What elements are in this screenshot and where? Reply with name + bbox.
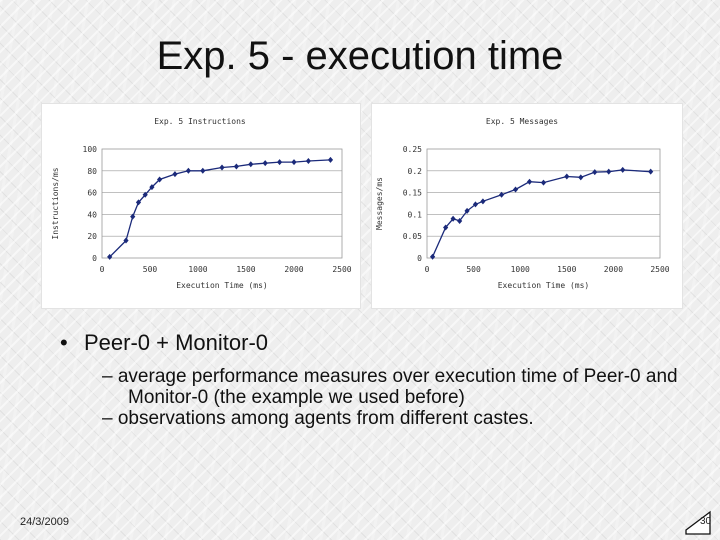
x-tick-label: 1000 (511, 265, 530, 274)
x-axis-label: Execution Time (ms) (498, 281, 590, 290)
x-tick-label: 500 (143, 265, 158, 274)
y-tick-label: 0.05 (403, 232, 422, 241)
data-point (248, 161, 254, 168)
data-point (606, 168, 612, 175)
data-point (123, 237, 129, 244)
y-tick-label: 40 (87, 210, 97, 219)
data-point (648, 168, 654, 175)
data-point (498, 191, 505, 198)
data-point (291, 159, 297, 166)
data-point (457, 217, 463, 224)
x-tick-label: 2500 (332, 265, 351, 274)
sub-bullet-text: average performance measures over execut… (117, 366, 678, 408)
chart-title: Exp. 5 Messages (486, 117, 558, 126)
data-point (135, 199, 142, 206)
y-axis-label: Instructions/ms (51, 167, 60, 239)
sub-bullet-text: observations among agents from different… (117, 408, 534, 429)
bullet-dot-icon: • (60, 330, 68, 355)
x-tick-label: 0 (425, 265, 430, 274)
messages-chart: Exp. 5 Messages 0 0.05 0.1 0.15 0.2 0.25 0 500 10… (372, 104, 682, 308)
data-point (200, 167, 206, 174)
data-point (142, 191, 148, 198)
x-tick-label: 1000 (188, 265, 207, 274)
page-number: 30 (700, 516, 712, 527)
y-tick-label: 0.2 (408, 167, 423, 176)
x-tick-label: 1500 (557, 265, 576, 274)
x-tick-label: 500 (466, 265, 481, 274)
data-point (327, 156, 334, 163)
plot-area (426, 148, 661, 259)
data-point (262, 160, 268, 167)
y-tick-label: 60 (87, 189, 97, 198)
x-tick-label: 0 (100, 265, 105, 274)
data-point (185, 167, 191, 174)
data-point (564, 173, 570, 180)
y-tick-label: 0.15 (403, 189, 422, 198)
y-tick-label: 0.25 (403, 145, 422, 154)
slide-title: Exp. 5 - execution time (156, 34, 564, 78)
main-bullet-text: Peer-0 + Monitor-0 (84, 330, 269, 355)
x-tick-label: 2000 (284, 265, 303, 274)
chart-title: Exp. 5 Instructions (154, 117, 246, 126)
data-point (480, 198, 486, 205)
data-point (233, 163, 239, 170)
y-tick-label: 100 (83, 145, 98, 154)
sub-bullet: – average performance measures over exec… (102, 366, 678, 408)
data-point (107, 253, 113, 260)
data-point (443, 224, 449, 231)
y-tick-label: 0.1 (408, 210, 423, 219)
y-tick-label: 20 (87, 232, 97, 241)
messages-chart-svg: Exp. 5 Messages 0 0.05 0.1 0.15 0.2 0.25 0 500 10… (375, 117, 670, 290)
data-point (130, 213, 136, 220)
data-point (305, 157, 311, 164)
y-axis-label: Messages/ms (375, 177, 384, 230)
slide-date: 24/3/2009 (20, 516, 69, 528)
x-tick-label: 2000 (604, 265, 623, 274)
data-point (540, 179, 547, 186)
data-point (149, 184, 155, 191)
main-bullet: • Peer-0 + Monitor-0 (60, 330, 710, 356)
instructions-chart: Exp. 5 Instructions 0 20 40 60 80 100 0 500 1000 1… (42, 104, 360, 308)
y-tick-label: 0 (417, 254, 422, 263)
sub-bullet: – observations among agents from differe… (102, 408, 534, 429)
x-tick-label: 1500 (236, 265, 255, 274)
x-axis-label: Execution Time (ms) (176, 281, 268, 290)
x-tick-label: 2500 (650, 265, 669, 274)
y-tick-label: 0 (92, 254, 97, 263)
data-point (172, 171, 178, 178)
data-point (592, 169, 598, 176)
page-corner-icon (685, 510, 711, 535)
bullet-list: • Peer-0 + Monitor-0 – average performanc… (60, 330, 710, 429)
data-point (219, 164, 225, 171)
y-tick-label: 80 (87, 167, 97, 176)
data-point (157, 176, 163, 183)
